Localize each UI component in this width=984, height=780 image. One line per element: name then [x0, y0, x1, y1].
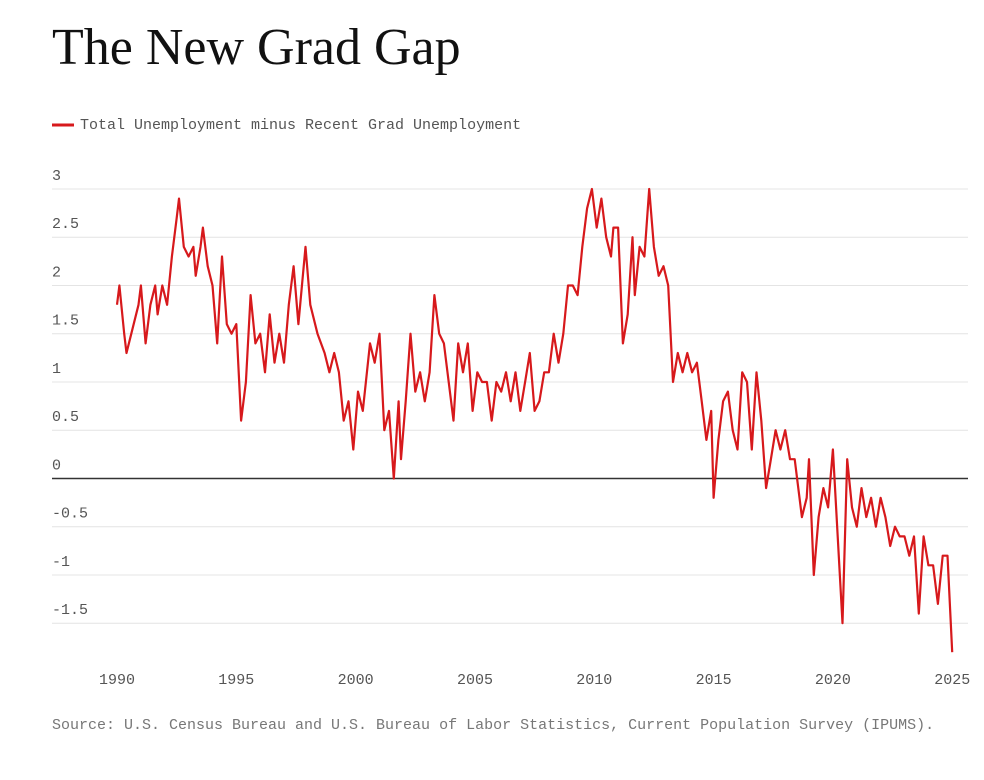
y-tick-label: -1: [52, 554, 70, 571]
data-line: [115, 187, 954, 653]
x-tick-label: 2025: [934, 672, 970, 689]
source-note: Source: U.S. Census Bureau and U.S. Bure…: [52, 717, 935, 734]
y-tick-label: 2: [52, 264, 61, 281]
y-tick-label: 2.5: [52, 216, 79, 233]
y-tick-label: -0.5: [52, 506, 88, 523]
y-tick-label: -1.5: [52, 602, 88, 619]
x-tick-label: 1990: [99, 672, 135, 689]
y-tick-label: 0.5: [52, 409, 79, 426]
legend-label: Total Unemployment minus Recent Grad Une…: [80, 117, 521, 134]
x-tick-label: 2005: [457, 672, 493, 689]
chart-title: The New Grad Gap: [52, 19, 461, 76]
y-tick-label: 0: [52, 457, 61, 474]
x-tick-label: 2020: [815, 672, 851, 689]
y-tick-label: 3: [52, 168, 61, 185]
x-tick-label: 1995: [218, 672, 254, 689]
y-tick-label: 1.5: [52, 313, 79, 330]
x-tick-label: 2015: [696, 672, 732, 689]
y-tick-label: 1: [52, 361, 61, 378]
x-tick-label: 2000: [338, 672, 374, 689]
x-tick-label: 2010: [576, 672, 612, 689]
